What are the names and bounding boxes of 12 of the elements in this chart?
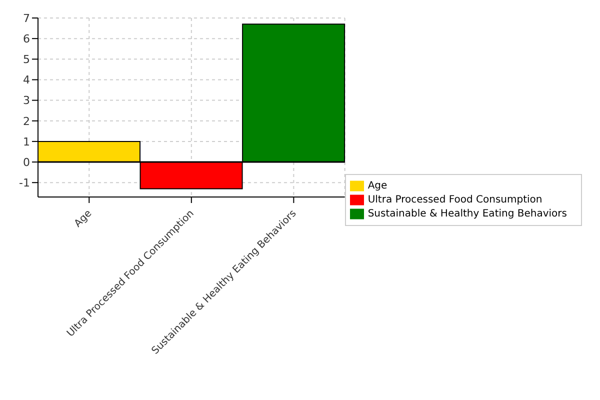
legend-label: Ultra Processed Food Consumption [368,194,542,206]
legend-label: Age [368,180,388,192]
y-tick-label: 6 [23,32,30,46]
y-tick-label: 2 [23,114,30,128]
y-tick-label: 3 [23,94,30,108]
y-tick-label: -1 [19,176,30,190]
x-tick-label: Age [72,208,94,230]
y-tick-label: 5 [23,53,30,66]
y-tick-label: 0 [23,156,30,169]
y-tick-label: 4 [23,74,30,87]
y-tick-label: 1 [23,135,30,148]
y-tick-label: 7 [23,12,30,25]
